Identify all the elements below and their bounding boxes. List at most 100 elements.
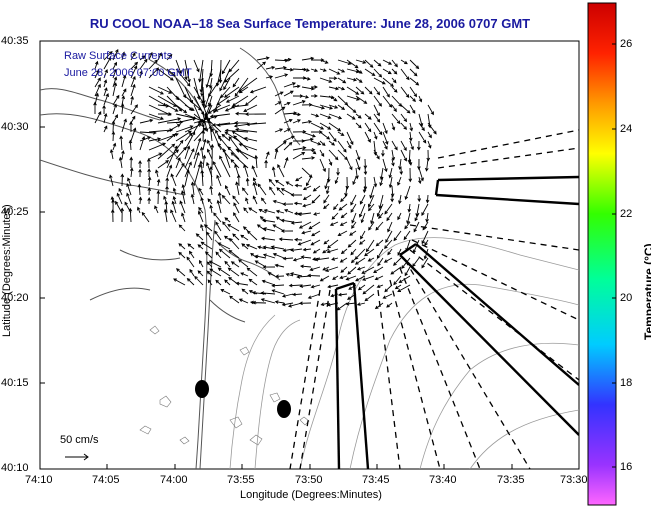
current-vector [301, 156, 316, 160]
current-vector [390, 185, 395, 198]
current-vector [138, 160, 142, 169]
current-vector [130, 75, 136, 88]
current-vector [193, 137, 202, 160]
current-vector [200, 223, 204, 232]
current-vector [311, 230, 321, 237]
current-vector [120, 207, 124, 223]
current-vector [346, 158, 353, 171]
current-vector [262, 265, 276, 269]
current-vector [319, 104, 333, 110]
current-vector [360, 230, 366, 240]
buoy-marker-2 [277, 400, 291, 418]
current-vector [271, 283, 285, 288]
colorbar-tick-label: 26 [620, 38, 633, 50]
current-vector [381, 149, 385, 157]
current-vector [200, 119, 213, 124]
current-vector [216, 95, 231, 106]
current-vector [269, 186, 276, 196]
current-vector [391, 149, 396, 161]
current-vector [355, 68, 363, 74]
current-vector [324, 176, 330, 190]
current-vector [224, 128, 249, 133]
current-vector [404, 266, 411, 277]
current-vector [267, 272, 276, 277]
current-vector [116, 192, 123, 205]
current-vector [252, 181, 258, 196]
current-vector [184, 104, 195, 111]
current-vector [400, 122, 408, 130]
current-vector [181, 183, 186, 196]
current-vector [223, 77, 231, 91]
current-vector [120, 173, 125, 187]
current-vector [224, 131, 240, 142]
current-vector [272, 253, 285, 259]
current-vector [301, 102, 313, 107]
current-vector [148, 128, 174, 133]
current-vector [193, 151, 200, 169]
current-vector [157, 160, 170, 169]
current-vector [251, 165, 258, 178]
current-vector [298, 301, 312, 306]
current-vector [111, 130, 116, 142]
current-vector [248, 207, 258, 214]
current-vector [328, 68, 341, 75]
colorbar-tick-label: 22 [620, 208, 633, 220]
current-vector [355, 275, 366, 282]
current-vector [384, 203, 393, 215]
current-vector [388, 176, 393, 189]
current-vector [355, 122, 362, 129]
current-vector [271, 289, 285, 295]
current-vector [319, 77, 333, 83]
current-vector [238, 259, 249, 268]
current-vector [102, 104, 106, 115]
current-vector [204, 251, 213, 259]
current-vector [398, 158, 402, 171]
current-vector [205, 68, 213, 89]
current-vector [379, 176, 384, 187]
current-vector [414, 212, 420, 222]
current-vector [208, 260, 222, 268]
current-vector [400, 86, 410, 98]
current-vector [242, 226, 249, 232]
current-vector [424, 158, 429, 172]
current-vector [221, 133, 231, 142]
current-vector [258, 208, 267, 214]
current-vector [241, 187, 249, 196]
colorbar-ticks [612, 43, 616, 468]
current-vector [418, 95, 423, 103]
current-vector [391, 158, 395, 167]
current-vector [93, 101, 97, 114]
current-vector [221, 194, 231, 205]
xtick-label: 73:45 [362, 474, 390, 486]
current-vector [382, 86, 390, 98]
current-vector [334, 176, 339, 185]
current-vector [128, 207, 133, 223]
current-vector [382, 122, 388, 135]
current-vector [235, 148, 258, 160]
current-vector [301, 137, 314, 142]
current-vector [234, 121, 249, 125]
current-vector [209, 166, 213, 187]
current-vector [284, 208, 294, 214]
current-vector [94, 111, 102, 124]
current-vector [294, 183, 303, 188]
current-vector [349, 230, 357, 236]
current-vector [112, 82, 118, 97]
current-vector [346, 59, 359, 69]
current-vector [351, 221, 357, 229]
current-vector [209, 268, 222, 277]
current-vector [231, 95, 249, 107]
xtick-label: 73:40 [429, 474, 457, 486]
xtick-label: 73:35 [497, 474, 525, 486]
current-vector [224, 104, 240, 112]
current-vector [224, 184, 231, 196]
current-vector [139, 58, 148, 70]
current-vector [219, 155, 231, 178]
current-vector [278, 237, 294, 242]
current-vector [355, 158, 361, 171]
current-vector [285, 272, 294, 277]
current-vector [346, 77, 358, 82]
current-vector [281, 302, 294, 307]
current-vector [179, 200, 186, 214]
current-vector [382, 68, 392, 75]
